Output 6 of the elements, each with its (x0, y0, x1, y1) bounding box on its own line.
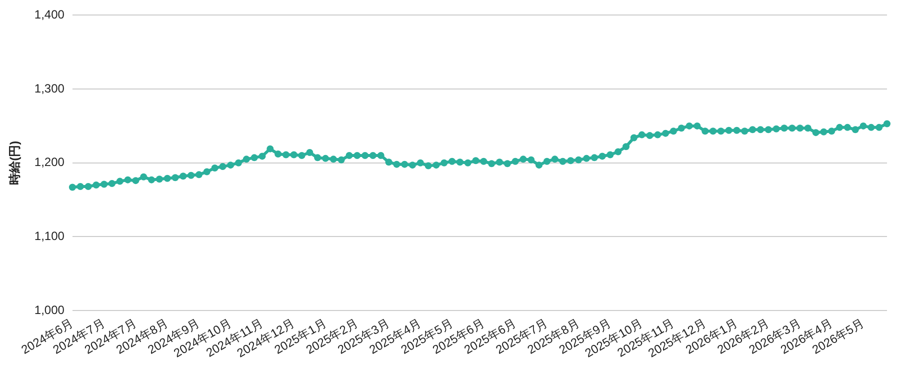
y-tick-label: 1,300 (34, 81, 65, 96)
y-tick-label: 1,400 (34, 8, 65, 22)
y-tick-label: 1,000 (34, 302, 65, 317)
y-tick-label: 1,200 (34, 155, 65, 170)
y-axis-title: 時給(円) (8, 140, 22, 185)
y-tick-label: 1,100 (34, 228, 65, 243)
